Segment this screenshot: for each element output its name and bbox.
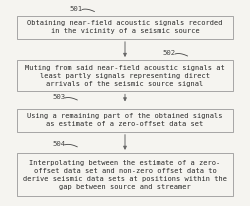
Bar — [17, 109, 233, 132]
Text: 501: 501 — [70, 6, 82, 12]
Bar — [17, 60, 233, 91]
Text: 502: 502 — [162, 50, 176, 56]
Text: Muting from said near-field acoustic signals at
least partly signals representin: Muting from said near-field acoustic sig… — [25, 65, 225, 87]
Bar — [17, 16, 233, 39]
Bar — [17, 153, 233, 196]
Text: Interpolating between the estimate of a zero-
offset data set and non-zero offse: Interpolating between the estimate of a … — [23, 160, 227, 190]
Text: 503: 503 — [52, 94, 66, 100]
Text: Obtaining near-field acoustic signals recorded
in the vicinity of a seismic sour: Obtaining near-field acoustic signals re… — [27, 20, 223, 34]
Text: Using a remaining part of the obtained signals
as estimate of a zero-offset data: Using a remaining part of the obtained s… — [27, 113, 223, 127]
Text: 504: 504 — [52, 141, 66, 147]
